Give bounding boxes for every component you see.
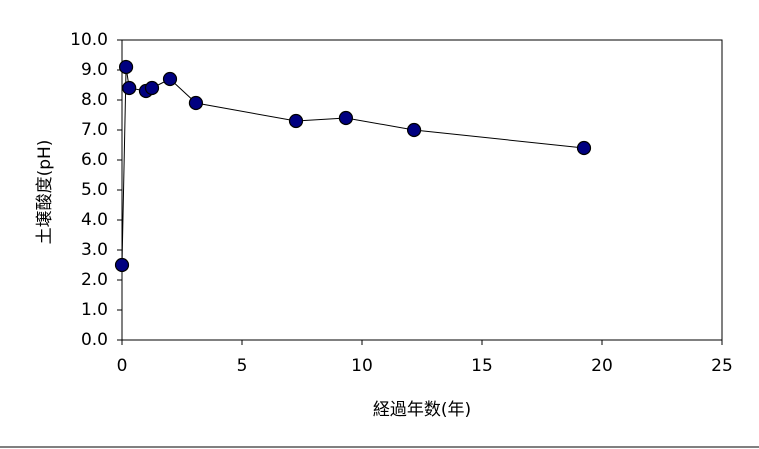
point <box>338 110 354 126</box>
y-tick-label: 7.0 <box>81 120 108 140</box>
x-tick-label: 20 <box>591 356 613 376</box>
y-tick-label: 9.0 <box>81 60 108 80</box>
point <box>118 59 134 75</box>
point <box>406 122 422 138</box>
y-axis-label: 土壌酸度(pH) <box>35 140 55 245</box>
y-tick-label: 3.0 <box>81 240 108 260</box>
series-line <box>121 66 585 266</box>
point <box>162 71 178 87</box>
y-tick-label: 6.0 <box>81 150 108 170</box>
x-tick-label: 15 <box>471 356 493 376</box>
x-tick-label: 5 <box>237 356 248 376</box>
x-tick-label: 25 <box>711 356 733 376</box>
plot-frame <box>121 39 723 341</box>
x-tick-label: 0 <box>117 356 128 376</box>
point <box>144 80 160 96</box>
y-tick-label: 2.0 <box>81 270 108 290</box>
x-axis-label: 経過年数(年) <box>373 400 471 420</box>
point <box>122 80 137 96</box>
point <box>188 95 204 111</box>
y-tick-label: 8.0 <box>81 90 108 110</box>
x-tick-label: 10 <box>351 356 373 376</box>
point <box>288 113 304 129</box>
y-tick-label: 0.0 <box>81 330 108 350</box>
y-tick-label: 10.0 <box>70 30 108 50</box>
point <box>114 257 130 273</box>
y-tick-label: 5.0 <box>81 180 108 200</box>
y-tick-label: 4.0 <box>81 210 108 230</box>
y-tick-label: 1.0 <box>81 300 108 320</box>
point <box>576 140 592 156</box>
